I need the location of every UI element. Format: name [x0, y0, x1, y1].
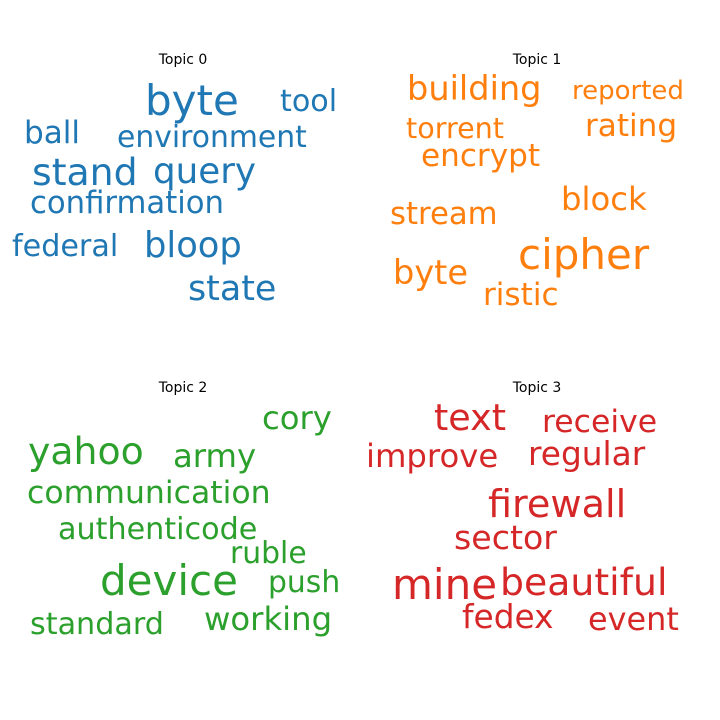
word-building: building: [407, 69, 542, 108]
word-query: query: [153, 151, 257, 192]
word-federal: federal: [12, 229, 119, 264]
word-block: block: [561, 180, 647, 218]
word-event: event: [588, 600, 679, 638]
word-stand: stand: [32, 150, 138, 194]
word-confirmation: confirmation: [30, 186, 224, 221]
topic-panel-2: Topic 2 cory yahoo army communication authen…: [10, 368, 340, 688]
topic-panel-0: Topic 0 byte tool ball environment stand quer…: [10, 40, 340, 360]
word-beautiful: beautiful: [500, 560, 668, 604]
panel-title: Topic 0: [158, 52, 208, 68]
topic-panel-1: Topic 1 building reported torrent rating enc…: [370, 40, 700, 360]
word-receive: receive: [542, 404, 658, 440]
word-regular: regular: [528, 435, 646, 473]
word-ruble: ruble: [230, 536, 307, 571]
word-device: device: [100, 556, 238, 605]
word-bloop: bloop: [144, 225, 242, 266]
word-stream: stream: [390, 197, 498, 232]
word-encrypt: encrypt: [421, 138, 541, 174]
word-cipher: cipher: [518, 230, 650, 279]
word-improve: improve: [366, 437, 499, 475]
word-byte: byte: [393, 253, 469, 292]
word-ristic: ristic: [483, 277, 559, 313]
word-sector: sector: [454, 518, 557, 557]
word-working: working: [204, 600, 333, 638]
word-state: state: [188, 269, 277, 309]
word-rating: rating: [585, 108, 678, 144]
word-environment: environment: [117, 120, 307, 155]
word-torrent: torrent: [406, 111, 505, 145]
word-push: push: [268, 565, 341, 600]
word-mine: mine: [392, 560, 498, 609]
word-firewall: firewall: [488, 483, 627, 527]
word-yahoo: yahoo: [28, 429, 144, 473]
word-reported: reported: [572, 76, 684, 106]
panel-title: Topic 2: [158, 380, 208, 396]
word-tool: tool: [280, 84, 338, 119]
panel-title: Topic 3: [512, 380, 562, 396]
word-ball: ball: [24, 115, 81, 151]
word-byte: byte: [145, 76, 239, 125]
word-fedex: fedex: [462, 598, 554, 636]
word-authenticode: authenticode: [58, 512, 258, 547]
word-army: army: [173, 437, 257, 475]
word-text: text: [434, 396, 507, 439]
topic-panel-3: Topic 3 text receive improve regular firewal…: [366, 368, 700, 688]
word-standard: standard: [30, 607, 164, 642]
word-cory: cory: [262, 399, 332, 437]
panel-title: Topic 1: [512, 52, 562, 68]
word-communication: communication: [27, 475, 271, 511]
